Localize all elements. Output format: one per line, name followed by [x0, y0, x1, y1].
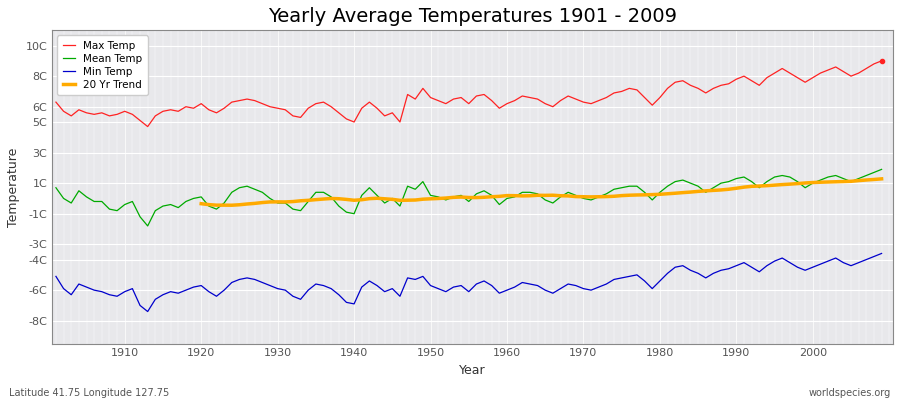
Mean Temp [501, 196, 512, 201]
Max Temp [112, 112, 122, 117]
20 Yr Trend [295, 198, 306, 203]
Line: 20 Yr Trend: 20 Yr Trend [202, 179, 882, 205]
Min Temp [333, 292, 344, 297]
20 Yr Trend [196, 201, 207, 206]
Y-axis label: Temperature: Temperature [7, 147, 20, 227]
Min Temp [501, 288, 512, 292]
Mean Temp [333, 204, 344, 208]
20 Yr Trend [410, 198, 420, 202]
20 Yr Trend [678, 190, 688, 195]
20 Yr Trend [227, 203, 238, 208]
Max Temp [509, 98, 520, 103]
Line: Min Temp: Min Temp [56, 254, 882, 312]
20 Yr Trend [785, 182, 796, 186]
Mean Temp [112, 208, 122, 213]
Min Temp [112, 294, 122, 299]
Mean Temp [509, 194, 520, 199]
Max Temp [287, 114, 298, 118]
Text: worldspecies.org: worldspecies.org [809, 388, 891, 398]
Mean Temp [142, 224, 153, 228]
Line: Mean Temp: Mean Temp [56, 169, 882, 226]
Min Temp [877, 251, 887, 256]
Mean Temp [877, 167, 887, 172]
20 Yr Trend [877, 176, 887, 181]
Max Temp [50, 100, 61, 104]
Min Temp [509, 285, 520, 290]
Min Temp [287, 294, 298, 299]
Mean Temp [287, 207, 298, 212]
Min Temp [142, 309, 153, 314]
Max Temp [501, 101, 512, 106]
X-axis label: Year: Year [459, 364, 486, 377]
Text: Latitude 41.75 Longitude 127.75: Latitude 41.75 Longitude 127.75 [9, 388, 169, 398]
20 Yr Trend [770, 183, 780, 188]
Mean Temp [601, 192, 612, 196]
Mean Temp [50, 185, 61, 190]
Min Temp [601, 282, 612, 286]
Min Temp [50, 274, 61, 279]
Max Temp [142, 124, 153, 129]
20 Yr Trend [853, 178, 864, 183]
Line: Max Temp: Max Temp [56, 61, 882, 126]
Max Temp [877, 58, 887, 63]
Max Temp [333, 110, 344, 115]
Title: Yearly Average Temperatures 1901 - 2009: Yearly Average Temperatures 1901 - 2009 [268, 7, 677, 26]
Legend: Max Temp, Mean Temp, Min Temp, 20 Yr Trend: Max Temp, Mean Temp, Min Temp, 20 Yr Tre… [58, 36, 148, 95]
Max Temp [601, 95, 612, 100]
